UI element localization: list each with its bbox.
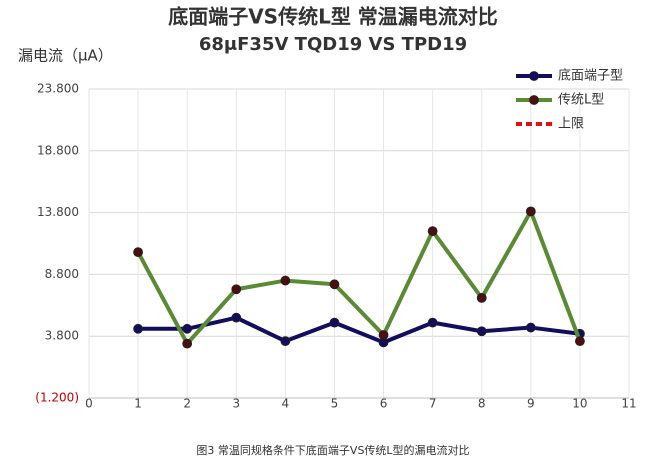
caption: 图3 常温同规格条件下底面端子VS传统L型的漏电流对比 <box>196 443 469 457</box>
data-point <box>133 323 143 334</box>
data-point <box>329 317 340 328</box>
data-point <box>575 336 585 347</box>
data-point <box>427 317 438 328</box>
x-tick-label: 0 <box>85 397 93 411</box>
data-point <box>476 292 487 303</box>
data-point <box>525 206 536 217</box>
x-tick-label: 5 <box>331 397 339 411</box>
data-point <box>231 312 242 323</box>
data-point <box>378 330 389 340</box>
data-point <box>182 338 193 349</box>
data-point <box>280 336 291 347</box>
y-axis-label: 漏电流（μA） <box>18 47 113 65</box>
legend-label: 上限 <box>558 117 584 132</box>
series-line <box>136 209 582 346</box>
legend-label: 传统L型 <box>558 93 604 108</box>
x-tick-label: 2 <box>183 397 191 411</box>
chart-subtitle: 68μF35V TQD19 VS TPD19 <box>199 34 467 55</box>
data-point <box>525 322 536 333</box>
y-tick-label: 3.800 <box>45 329 79 343</box>
legend-label: 底面端子型 <box>558 68 623 84</box>
data-point <box>182 323 193 334</box>
y-tick-label: 23.800 <box>37 82 79 96</box>
y-tick-label: 18.800 <box>37 143 79 157</box>
data-point <box>476 326 487 337</box>
chart-title: 底面端子VS传统L型 常温漏电流对比 <box>168 5 498 29</box>
x-tick-label: 9 <box>527 397 535 411</box>
data-point <box>427 226 438 237</box>
x-tick-label: 3 <box>232 397 240 411</box>
y-tick-label: 13.800 <box>37 205 79 219</box>
x-tick-label: 11 <box>621 397 636 411</box>
legend-marker <box>529 95 539 105</box>
x-tick-label: 10 <box>572 397 587 411</box>
x-tick-label: 1 <box>134 397 142 411</box>
x-tick-label: 4 <box>282 397 290 411</box>
data-point <box>231 284 242 295</box>
x-tick-label: 6 <box>380 397 388 411</box>
series-line <box>138 315 581 345</box>
data-point <box>133 247 143 258</box>
y-tick-label: 8.800 <box>45 267 79 281</box>
data-point <box>280 275 291 286</box>
legend-marker <box>529 71 539 81</box>
x-tick-label: 8 <box>478 397 486 411</box>
data-point <box>329 279 340 290</box>
x-tick-label: 7 <box>429 397 437 411</box>
y-tick-label: (1.200) <box>35 391 79 405</box>
